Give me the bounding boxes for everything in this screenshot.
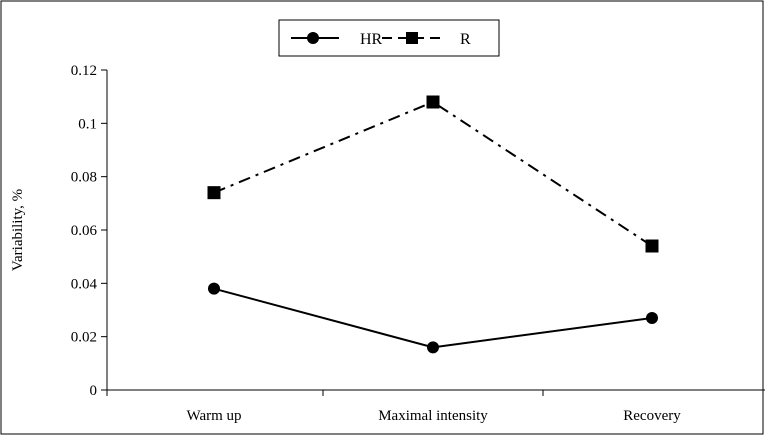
y-tick-label: 0 xyxy=(90,383,98,399)
y-tick-label: 0.12 xyxy=(71,63,97,79)
data-point-hr xyxy=(646,312,658,324)
x-tick-label: Recovery xyxy=(623,408,681,424)
series-line-r xyxy=(213,100,653,247)
data-point-r xyxy=(426,95,440,109)
y-tick-label: 0.02 xyxy=(71,330,97,346)
legend-r-marker xyxy=(406,32,418,44)
data-point-hr xyxy=(427,341,439,354)
series-layer xyxy=(207,95,659,354)
data-point-hr xyxy=(208,282,220,295)
y-tick-label: 0.1 xyxy=(78,116,97,132)
data-point-r xyxy=(645,239,659,253)
y-tick-label: 0.08 xyxy=(71,170,97,186)
y-tick-label: 0.06 xyxy=(71,223,98,239)
legend-r-label: R xyxy=(460,31,471,48)
legend-hr-label: HR xyxy=(360,31,383,48)
x-ticks: Warm up Maximal intensity Recovery xyxy=(106,390,764,424)
y-tick-label: 0.04 xyxy=(71,276,98,292)
y-axis-label: Variability, % xyxy=(10,189,26,271)
legend-hr-marker xyxy=(307,32,319,44)
x-tick-label: Maximal intensity xyxy=(378,408,488,424)
y-ticks: 0 0.02 0.04 0.06 0.08 0.1 0.12 xyxy=(71,63,107,399)
series-line-hr xyxy=(213,287,653,349)
legend: HR R xyxy=(278,19,500,57)
data-point-r xyxy=(207,186,221,200)
x-tick-label: Warm up xyxy=(186,408,241,424)
